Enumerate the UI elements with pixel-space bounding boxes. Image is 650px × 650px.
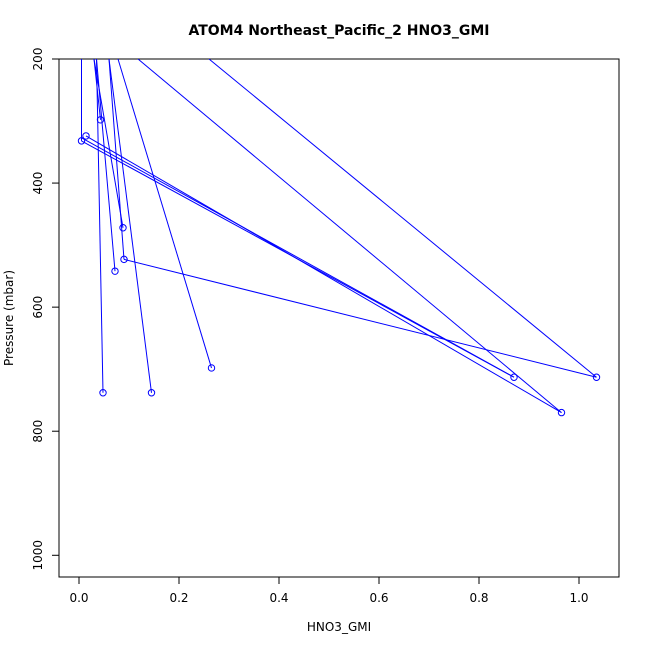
data-point [592, 373, 601, 381]
y-tick-label: 600 [31, 296, 45, 319]
series-line [85, 135, 562, 414]
data-point [557, 408, 566, 417]
series-line [93, 59, 101, 120]
data-point [77, 137, 86, 145]
series-line [96, 59, 116, 272]
x-axis: 0.0 0.2 0.4 0.6 0.8 1.0 [69, 576, 589, 605]
series-layer [81, 59, 597, 414]
series-line [108, 59, 152, 393]
series-line [208, 59, 597, 378]
x-tick-label: 0.6 [369, 591, 388, 605]
y-tick-label: 800 [31, 420, 45, 443]
series-line [81, 137, 515, 378]
series-line [117, 59, 212, 369]
series-line [108, 59, 125, 260]
data-point [207, 364, 216, 372]
data-point [82, 132, 90, 140]
data-point [147, 389, 156, 397]
data-point [510, 373, 518, 381]
x-tick-label: 1.0 [569, 591, 588, 605]
data-point [120, 255, 128, 264]
chart-title: ATOM4 Northeast_Pacific_2 HNO3_GMI [188, 23, 489, 39]
data-point [111, 267, 119, 275]
x-tick-label: 0.4 [269, 591, 288, 605]
data-point [99, 389, 107, 397]
x-tick-label: 0.8 [469, 591, 488, 605]
y-tick-label: 400 [31, 172, 45, 195]
x-tick-label: 0.0 [69, 591, 88, 605]
y-tick-label: 200 [31, 48, 45, 71]
series-line [137, 59, 562, 413]
y-tick-label: 1000 [31, 540, 45, 571]
x-tick-label: 0.2 [169, 591, 188, 605]
series-line [96, 59, 104, 393]
plot-frame [58, 58, 620, 578]
points-layer [77, 116, 601, 417]
y-axis-label: Pressure (mbar) [2, 270, 16, 366]
data-point [96, 116, 105, 124]
y-axis: 200 400 600 800 1000 [31, 48, 60, 571]
series-line [123, 258, 597, 378]
data-point [119, 224, 127, 232]
x-axis-label: HNO3_GMI [307, 620, 371, 634]
